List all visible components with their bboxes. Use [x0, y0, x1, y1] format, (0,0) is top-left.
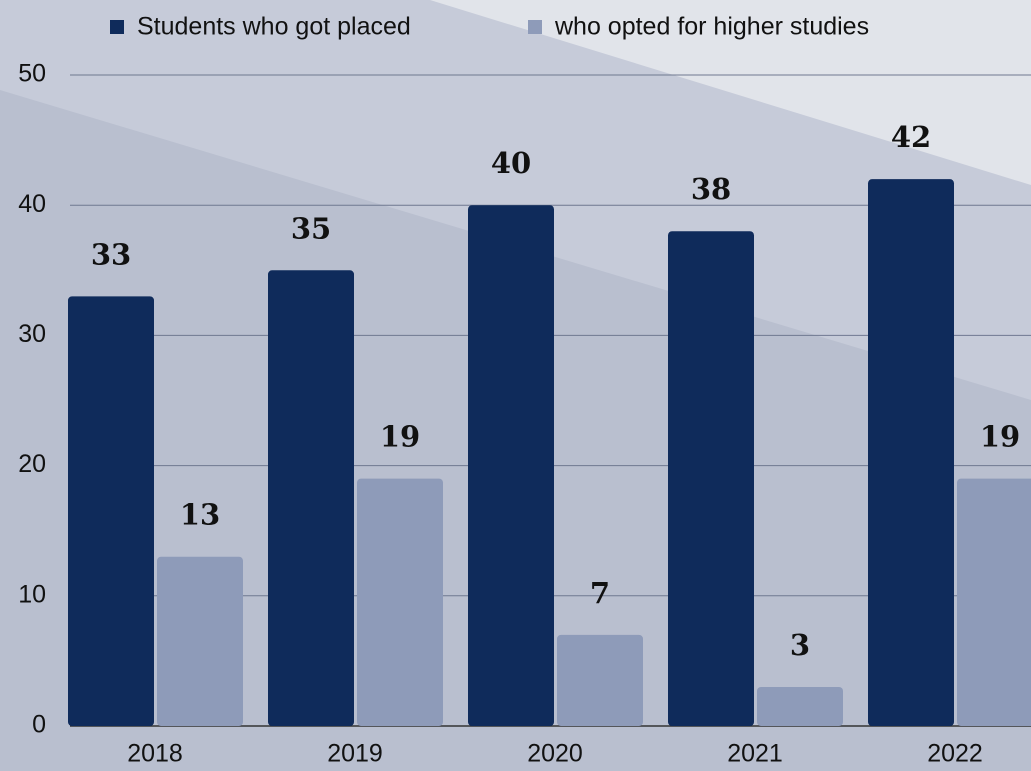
value-label: 42 — [891, 120, 931, 154]
bar — [668, 231, 754, 727]
value-label: 33 — [91, 237, 131, 271]
bar — [68, 296, 154, 726]
y-tick-label: 50 — [18, 60, 46, 88]
value-label: 3 — [790, 628, 810, 662]
bar — [268, 270, 354, 726]
y-tick-label: 20 — [18, 450, 46, 478]
bar — [957, 478, 1031, 726]
value-label: 19 — [980, 420, 1020, 454]
x-tick-label: 2019 — [327, 740, 383, 768]
x-tick-label: 2018 — [127, 740, 183, 768]
y-tick-label: 40 — [18, 190, 46, 218]
value-label: 19 — [380, 420, 420, 454]
value-label: 35 — [291, 211, 331, 245]
value-label: 7 — [590, 576, 610, 610]
y-tick-label: 10 — [18, 580, 46, 608]
y-tick-label: 30 — [18, 320, 46, 348]
bar — [557, 634, 643, 726]
legend-swatch — [528, 20, 542, 34]
y-tick-label: 0 — [32, 711, 46, 739]
value-label: 13 — [180, 498, 220, 532]
value-label: 38 — [691, 172, 731, 206]
background-band — [430, 0, 1031, 185]
x-tick-label: 2021 — [727, 740, 783, 768]
legend-label: who opted for higher studies — [554, 13, 869, 41]
x-tick-label: 2020 — [527, 740, 583, 768]
value-label: 40 — [491, 146, 531, 180]
legend-label: Students who got placed — [137, 13, 411, 41]
bar — [868, 179, 954, 726]
bar — [468, 205, 554, 726]
legend-swatch — [110, 20, 124, 34]
x-tick-label: 2022 — [927, 740, 983, 768]
bar — [757, 686, 843, 726]
bar — [357, 478, 443, 726]
bar — [157, 556, 243, 726]
